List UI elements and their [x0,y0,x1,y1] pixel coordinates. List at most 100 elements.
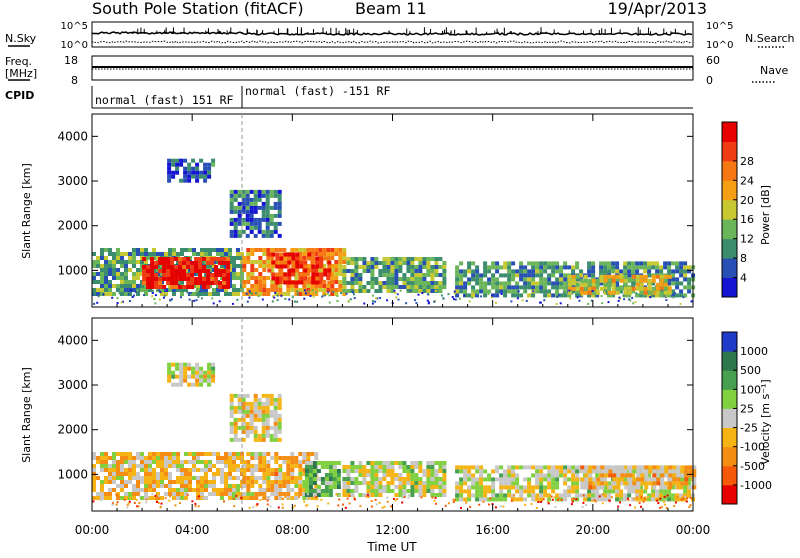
cell-velocity-nearrange [386,496,389,499]
cell-velocity-nearrange [298,494,301,496]
cell-power-region-0 [180,252,184,256]
cell-power-region-0 [196,272,200,276]
cell-power-region-3 [287,276,292,281]
cell-velocity-region-4 [559,469,564,474]
cell-velocity-region-0 [156,452,160,456]
cell-velocity-region-4 [599,493,604,498]
cell-velocity-region-1 [278,496,283,500]
cell-power-region-0 [132,248,136,252]
cell-velocity-nearrange [306,504,309,507]
cell-velocity-region-1 [262,488,267,492]
cell-velocity-region-3 [366,485,371,489]
cell-power-region-5 [519,273,524,278]
cell-power-region-4 [354,281,359,285]
cell-velocity-region-1 [302,488,307,492]
cell-power-nearrange [510,300,513,303]
cell-power-region-0 [128,252,132,256]
cell-velocity-region-4 [539,497,544,502]
cell-velocity-region-4 [547,465,552,470]
cell-velocity-region-3 [358,465,363,469]
cell-velocity-region-3 [394,473,399,477]
cell-velocity-region-0 [196,488,200,492]
cell-power-nearrange [118,292,121,295]
cell-power-region-0 [124,268,128,272]
cell-power-region-6 [575,286,580,291]
cell-velocity-region-4 [603,477,608,482]
cell-power-region-5 [587,261,592,266]
cell-velocity-nearrange [155,501,158,503]
cell-velocity-region-4 [455,485,460,490]
cell-power-region-7 [191,170,196,175]
cell-power-region-5 [587,293,592,298]
cell-power-region-3 [315,280,320,285]
cell-velocity-region-1 [250,484,255,488]
cell-velocity-region-3 [354,465,359,469]
cell-velocity-region-4 [475,481,480,486]
cell-velocity-region-0 [148,484,152,488]
cell-power-region-0 [100,280,104,284]
cell-velocity-region-4 [527,465,532,470]
cell-velocity-region-6 [167,366,172,371]
cell-power-nearrange [291,296,294,299]
cell-velocity-nearrange [316,498,319,501]
cell-power-region-6 [595,290,600,295]
cell-power-region-0 [116,252,120,256]
cell-power-nearrange [649,296,652,299]
cell-power-region-8 [253,205,258,210]
cell-velocity-region-2 [312,461,317,465]
cell-velocity-region-7 [261,429,266,434]
cell-velocity-nearrange [433,499,436,502]
cell-power-nearrange [559,302,562,305]
cell-power-region-4 [378,289,383,293]
cell-power-region-0 [100,268,104,272]
cell-velocity-region-3 [346,493,351,497]
cell-velocity-region-0 [148,480,152,484]
cell-power-region-0 [132,252,136,256]
cell-velocity-region-4 [455,489,460,494]
cell-power-region-4 [382,265,387,269]
cell-velocity-region-3 [382,489,387,493]
cell-power-region-3 [295,268,300,273]
cell-velocity-region-5 [600,485,605,490]
cell-velocity-region-1 [302,496,307,500]
cell-velocity-region-3 [410,465,415,469]
cell-power-region-7 [179,158,184,163]
cell-power-region-5 [527,285,532,290]
y-tick-label: 3000 [57,378,88,392]
cell-power-region-8 [237,229,242,234]
cell-power-region-0 [136,284,140,288]
date-title: 19/Apr/2013 [607,0,707,18]
cell-power-region-4 [414,273,419,277]
cell-power-region-3 [315,272,320,277]
cell-velocity-region-3 [378,465,383,469]
cell-power-region-4 [402,273,407,277]
cell-velocity-nearrange [390,505,393,508]
cell-velocity-region-5 [636,481,641,486]
cell-power-region-1 [194,269,199,273]
cell-power-region-0 [236,264,240,268]
cell-velocity-region-4 [567,477,572,482]
cell-power-region-1 [206,285,211,289]
cell-velocity-region-7 [241,401,246,406]
cell-velocity-region-5 [592,477,597,482]
cell-velocity-region-0 [208,452,212,456]
cell-power-region-2 [274,248,279,252]
cell-velocity-region-5 [680,465,685,470]
cell-power-region-6 [663,282,668,287]
cell-velocity-region-5 [604,473,609,478]
cell-velocity-region-7 [249,413,254,418]
cell-velocity-region-4 [567,493,572,498]
cpid-segment-2-label: normal (fast) -151 RF [245,84,390,98]
cell-power-region-2 [330,264,335,268]
cell-velocity-region-0 [184,452,188,456]
cell-velocity-region-0 [172,460,176,464]
cell-power-region-1 [218,273,223,277]
cell-power-region-2 [322,292,327,296]
cell-power-nearrange [257,295,260,298]
cell-velocity-region-3 [374,469,379,473]
cell-power-region-7 [167,178,172,183]
cell-power-region-1 [150,265,155,269]
cell-velocity-region-0 [224,476,228,480]
cell-power-region-2 [330,276,335,280]
cell-velocity-nearrange [659,506,661,509]
